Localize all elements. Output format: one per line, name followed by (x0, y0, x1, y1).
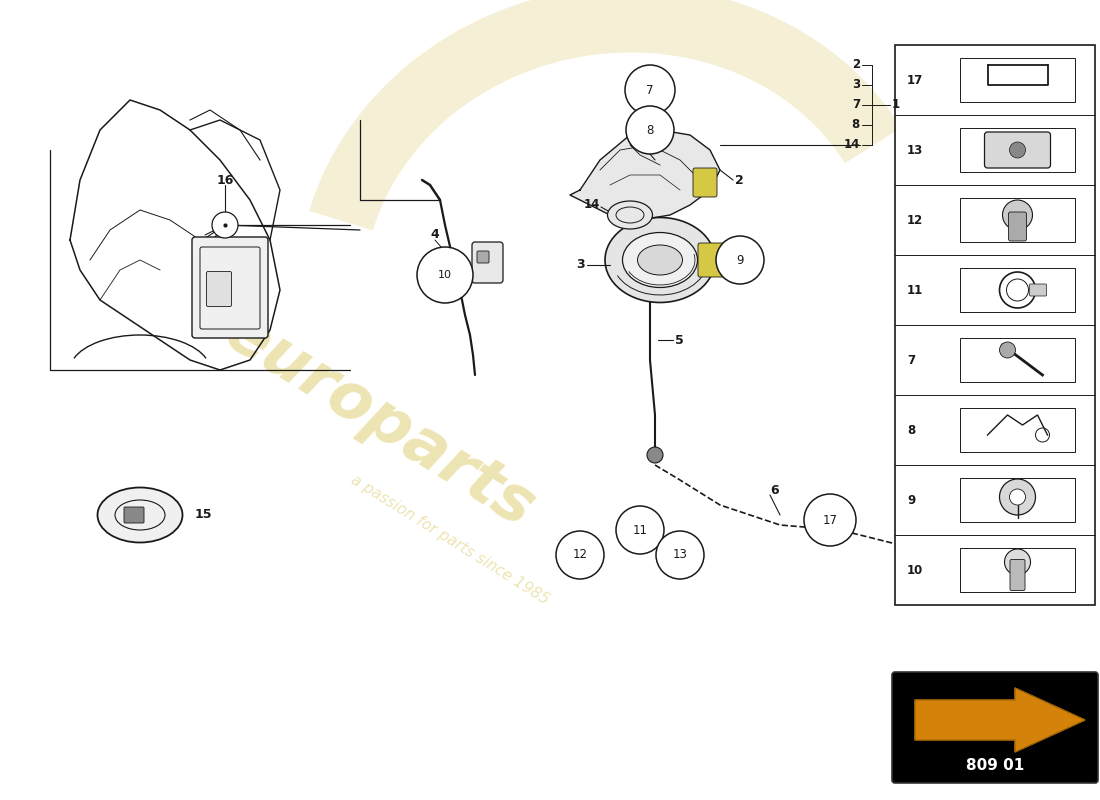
Text: 17: 17 (908, 74, 923, 86)
FancyBboxPatch shape (207, 271, 231, 306)
Text: 8: 8 (647, 123, 653, 137)
Circle shape (1002, 200, 1033, 230)
Circle shape (212, 212, 238, 238)
Text: 12: 12 (908, 214, 923, 226)
Text: 4: 4 (430, 229, 439, 242)
Circle shape (626, 106, 674, 154)
Text: 11: 11 (632, 523, 648, 537)
FancyBboxPatch shape (960, 198, 1075, 242)
Circle shape (1000, 342, 1015, 358)
Text: 13: 13 (908, 143, 923, 157)
Text: 9: 9 (908, 494, 915, 506)
FancyBboxPatch shape (698, 243, 727, 277)
FancyBboxPatch shape (960, 408, 1075, 452)
Text: 10: 10 (908, 563, 923, 577)
FancyBboxPatch shape (1010, 559, 1025, 590)
FancyBboxPatch shape (960, 268, 1075, 312)
Ellipse shape (638, 245, 682, 275)
Text: 2: 2 (735, 174, 744, 186)
Text: 12: 12 (572, 549, 587, 562)
Circle shape (1010, 489, 1025, 505)
Circle shape (616, 506, 664, 554)
Text: 8: 8 (908, 423, 915, 437)
Ellipse shape (98, 487, 183, 542)
Circle shape (625, 65, 675, 115)
Circle shape (556, 531, 604, 579)
FancyBboxPatch shape (960, 338, 1075, 382)
Circle shape (804, 494, 856, 546)
Text: 6: 6 (770, 483, 779, 497)
FancyBboxPatch shape (895, 45, 1094, 605)
Text: 1: 1 (892, 98, 900, 111)
Polygon shape (915, 688, 1085, 752)
Text: 8: 8 (851, 118, 860, 131)
FancyBboxPatch shape (472, 242, 503, 283)
Text: 2: 2 (851, 58, 860, 71)
Circle shape (1004, 549, 1031, 575)
Circle shape (1010, 142, 1025, 158)
Text: 7: 7 (851, 98, 860, 111)
Text: 5: 5 (675, 334, 684, 346)
Text: 14: 14 (584, 198, 600, 211)
FancyBboxPatch shape (1009, 212, 1026, 241)
Text: 14: 14 (844, 138, 860, 151)
Circle shape (1000, 479, 1035, 515)
Text: a passion for parts since 1985: a passion for parts since 1985 (348, 473, 552, 607)
Polygon shape (570, 130, 721, 220)
Circle shape (656, 531, 704, 579)
FancyBboxPatch shape (892, 672, 1098, 783)
FancyBboxPatch shape (984, 132, 1050, 168)
Text: 15: 15 (195, 509, 212, 522)
Text: europarts: europarts (213, 300, 547, 540)
Ellipse shape (623, 233, 697, 287)
Text: 3: 3 (576, 258, 585, 271)
Circle shape (716, 236, 764, 284)
FancyBboxPatch shape (960, 478, 1075, 522)
Text: 7: 7 (908, 354, 915, 366)
FancyBboxPatch shape (192, 237, 268, 338)
Circle shape (647, 447, 663, 463)
FancyBboxPatch shape (693, 168, 717, 197)
FancyBboxPatch shape (960, 128, 1075, 172)
Text: 7: 7 (647, 83, 653, 97)
FancyBboxPatch shape (960, 58, 1075, 102)
Text: 809 01: 809 01 (966, 758, 1024, 773)
Text: 16: 16 (217, 174, 233, 186)
FancyBboxPatch shape (477, 251, 490, 263)
Text: 10: 10 (438, 270, 452, 280)
Text: 13: 13 (672, 549, 688, 562)
Text: 11: 11 (908, 283, 923, 297)
Ellipse shape (605, 218, 715, 302)
FancyBboxPatch shape (1030, 284, 1046, 296)
Text: 9: 9 (736, 254, 744, 266)
Text: 3: 3 (851, 78, 860, 91)
Text: 17: 17 (823, 514, 837, 526)
FancyBboxPatch shape (960, 548, 1075, 592)
Circle shape (417, 247, 473, 303)
FancyBboxPatch shape (124, 507, 144, 523)
Ellipse shape (607, 201, 652, 229)
